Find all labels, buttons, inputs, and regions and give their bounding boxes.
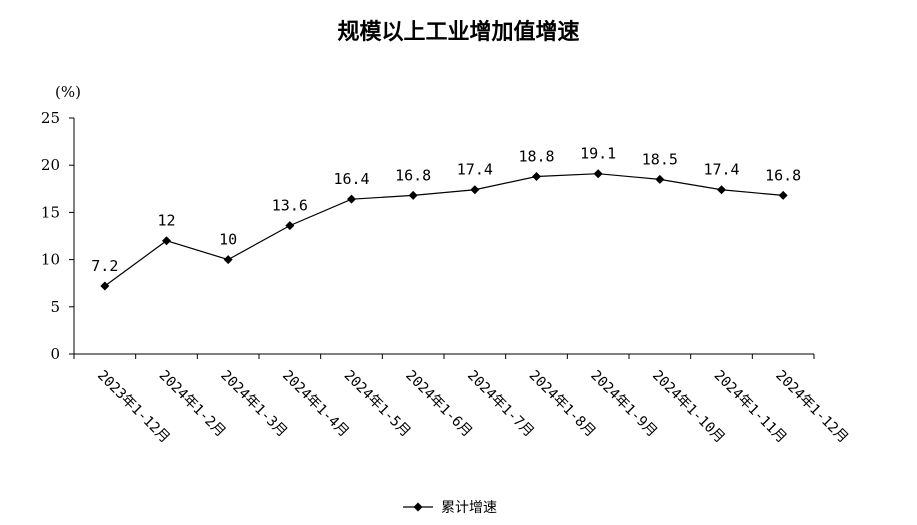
data-label: 16.8 — [765, 166, 801, 184]
data-point-marker — [100, 281, 110, 291]
data-label: 10 — [219, 231, 237, 249]
y-tick-label: 20 — [41, 156, 60, 174]
data-label: 17.4 — [703, 161, 739, 179]
data-point-marker — [285, 221, 295, 231]
data-point-marker — [593, 169, 603, 179]
y-tick-label: 0 — [50, 345, 60, 363]
data-point-marker — [162, 236, 171, 246]
data-point-marker — [532, 172, 541, 182]
data-label: 13.6 — [272, 197, 308, 215]
y-axis-ticks: 0 5 10 15 20 25 — [41, 109, 74, 363]
data-label: 7.2 — [91, 257, 118, 275]
data-point-marker — [223, 255, 233, 265]
y-axis-unit-label: (%) — [55, 83, 81, 101]
y-tick-label: 25 — [41, 109, 60, 127]
legend-label: 累计增速 — [441, 500, 497, 516]
data-label: 16.4 — [333, 170, 369, 188]
data-point-marker — [470, 185, 480, 195]
series-line — [104, 173, 784, 287]
data-point-marker — [347, 194, 356, 204]
x-axis-ticks: 2023年1-12月2024年1-2月2024年1-3月2024年1-4月202… — [73, 354, 851, 446]
data-point-marker — [408, 190, 418, 200]
data-label: 19.1 — [580, 145, 616, 163]
chart-title: 规模以上工业增加值增速 — [337, 19, 580, 45]
data-label: 12 — [157, 212, 175, 230]
y-tick-label: 10 — [41, 251, 60, 269]
data-point-marker — [778, 190, 788, 200]
data-label: 18.8 — [518, 148, 554, 166]
series-layer: 7.2 12 10 13.6 16.4 16.8 17.4 18.8 19.1 18.5 17.4 1… — [91, 145, 801, 291]
y-tick-label: 15 — [41, 203, 60, 221]
legend: 累计增速 — [403, 500, 497, 516]
y-tick-label: 5 — [50, 298, 60, 316]
data-label: 17.4 — [457, 161, 493, 179]
legend-diamond-icon — [413, 502, 423, 512]
data-point-marker — [717, 185, 726, 195]
data-point-marker — [655, 174, 665, 184]
data-label: 16.8 — [395, 166, 431, 184]
axes — [73, 118, 814, 355]
data-label: 18.5 — [642, 150, 678, 168]
